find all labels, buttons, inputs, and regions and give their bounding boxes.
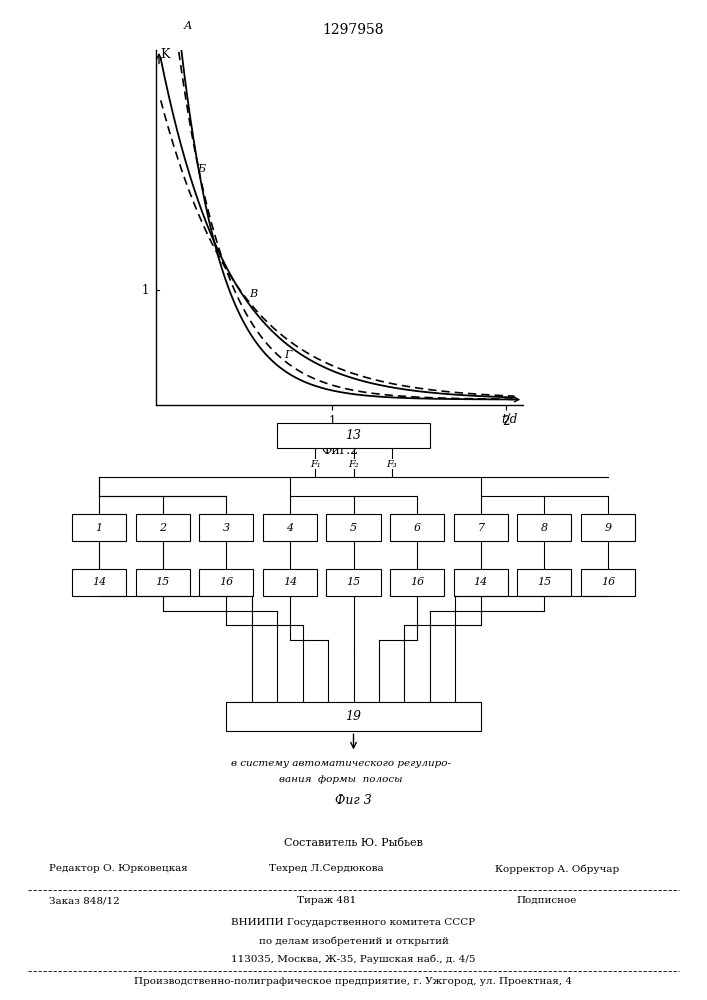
Text: Подписное: Подписное bbox=[516, 896, 576, 905]
Text: в систему автоматического регулиро-: в систему автоматического регулиро- bbox=[230, 759, 451, 768]
Text: 16: 16 bbox=[219, 577, 233, 587]
Text: 14: 14 bbox=[92, 577, 106, 587]
Text: 19: 19 bbox=[346, 710, 361, 723]
Bar bbox=[136, 569, 189, 596]
Bar bbox=[581, 514, 635, 541]
Bar bbox=[581, 569, 635, 596]
Text: t/d: t/d bbox=[502, 413, 518, 426]
Bar bbox=[199, 569, 253, 596]
Text: вания  формы  полосы: вания формы полосы bbox=[279, 775, 402, 784]
Bar bbox=[226, 702, 481, 731]
Text: 16: 16 bbox=[601, 577, 615, 587]
Text: по делам изобретений и открытий: по делам изобретений и открытий bbox=[259, 936, 448, 946]
Text: 13: 13 bbox=[346, 429, 361, 442]
Text: ВНИИПИ Государственного комитета СССР: ВНИИПИ Государственного комитета СССР bbox=[231, 918, 476, 927]
Text: Фиг.2: Фиг.2 bbox=[321, 444, 358, 457]
Text: 5: 5 bbox=[350, 523, 357, 533]
Text: F₁: F₁ bbox=[310, 460, 321, 469]
Text: Заказ 848/12: Заказ 848/12 bbox=[49, 896, 120, 905]
Bar bbox=[327, 569, 380, 596]
Text: 1: 1 bbox=[95, 523, 103, 533]
Bar bbox=[454, 514, 508, 541]
Text: 16: 16 bbox=[410, 577, 424, 587]
Text: Тираж 481: Тираж 481 bbox=[297, 896, 356, 905]
Text: 15: 15 bbox=[156, 577, 170, 587]
Text: 1: 1 bbox=[141, 284, 148, 297]
Text: 9: 9 bbox=[604, 523, 612, 533]
Text: 6: 6 bbox=[414, 523, 421, 533]
Bar bbox=[263, 514, 317, 541]
Text: Г: Г bbox=[284, 350, 291, 360]
Text: Составитель Ю. Рыбьев: Составитель Ю. Рыбьев bbox=[284, 838, 423, 848]
Text: 7: 7 bbox=[477, 523, 484, 533]
Text: 8: 8 bbox=[541, 523, 548, 533]
Text: 14: 14 bbox=[474, 577, 488, 587]
Text: F₂: F₂ bbox=[348, 460, 359, 469]
Bar bbox=[263, 569, 317, 596]
Text: Б: Б bbox=[197, 164, 205, 174]
Bar bbox=[390, 569, 444, 596]
Bar bbox=[390, 514, 444, 541]
Text: Техред Л.Сердюкова: Техред Л.Сердюкова bbox=[269, 864, 383, 873]
Text: Корректор А. Обручар: Корректор А. Обручар bbox=[495, 864, 619, 874]
Text: 15: 15 bbox=[346, 577, 361, 587]
Text: А: А bbox=[183, 21, 192, 31]
Text: 4: 4 bbox=[286, 523, 293, 533]
Text: В: В bbox=[249, 289, 257, 299]
Text: 15: 15 bbox=[537, 577, 551, 587]
Bar bbox=[72, 569, 126, 596]
Text: 3: 3 bbox=[223, 523, 230, 533]
Bar bbox=[454, 569, 508, 596]
Text: Фиг 3: Фиг 3 bbox=[335, 794, 372, 807]
Bar bbox=[518, 514, 571, 541]
Bar bbox=[327, 514, 380, 541]
Text: Производственно-полиграфическое предприятие, г. Ужгород, ул. Проектная, 4: Производственно-полиграфическое предприя… bbox=[134, 977, 573, 986]
Text: 2: 2 bbox=[159, 523, 166, 533]
Bar bbox=[72, 514, 126, 541]
Text: 1297958: 1297958 bbox=[323, 23, 384, 37]
Bar bbox=[136, 514, 189, 541]
Text: Редактор О. Юрковецкая: Редактор О. Юрковецкая bbox=[49, 864, 188, 873]
Bar bbox=[518, 569, 571, 596]
Bar bbox=[199, 514, 253, 541]
Bar bbox=[277, 423, 430, 448]
Text: F₃: F₃ bbox=[386, 460, 397, 469]
Text: K: K bbox=[160, 48, 170, 61]
Text: 113035, Москва, Ж-35, Раушская наб., д. 4/5: 113035, Москва, Ж-35, Раушская наб., д. … bbox=[231, 954, 476, 964]
Text: 14: 14 bbox=[283, 577, 297, 587]
